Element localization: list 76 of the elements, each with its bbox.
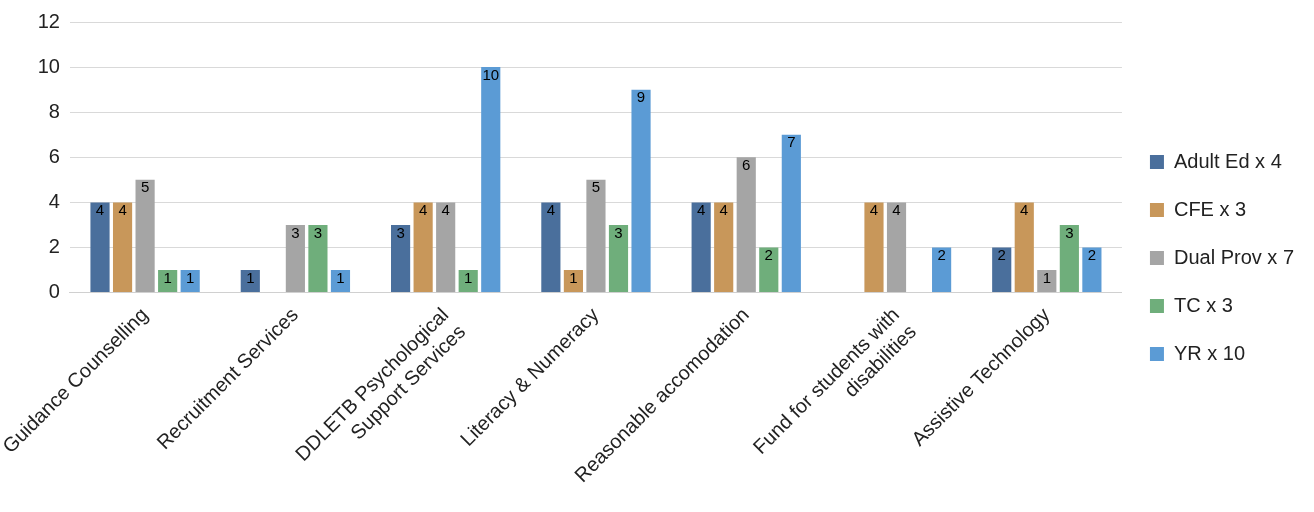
data-label: 4 [719, 201, 728, 219]
bar [886, 202, 907, 293]
legend-label: CFE x 3 [1173, 197, 1247, 220]
bar [330, 270, 351, 293]
bar [1082, 247, 1102, 293]
y-tick-label: 8 [48, 99, 60, 122]
bar [992, 247, 1012, 293]
bar [1059, 224, 1079, 293]
y-tick-label: 10 [37, 54, 60, 77]
data-label: 1 [569, 268, 578, 286]
data-label: 4 [95, 201, 105, 219]
y-tick-label: 12 [37, 9, 60, 32]
bar [308, 224, 328, 293]
data-label: 4 [546, 201, 556, 219]
data-label: 9 [636, 88, 646, 106]
bar [608, 224, 629, 293]
bar [481, 67, 501, 293]
data-label: 4 [696, 201, 706, 219]
data-label: 3 [1065, 223, 1074, 241]
bar [631, 89, 651, 293]
data-label: 3 [396, 223, 405, 241]
data-label: 4 [892, 201, 901, 219]
bar [586, 179, 606, 293]
y-tick-label: 2 [48, 235, 60, 258]
data-label: 3 [313, 223, 323, 241]
data-label: 3 [614, 223, 623, 241]
bar [180, 270, 200, 293]
bar [736, 157, 756, 293]
bar [932, 247, 952, 293]
bar [90, 202, 110, 293]
bar [563, 270, 583, 293]
bar [864, 202, 884, 293]
data-label: 1 [336, 268, 345, 286]
bar [691, 202, 711, 293]
data-label: 4 [118, 201, 127, 219]
bar [1037, 270, 1057, 293]
bar [285, 224, 305, 293]
bar [413, 202, 433, 293]
data-label: 1 [464, 268, 473, 286]
data-label: 1 [1042, 268, 1051, 286]
bar [759, 247, 779, 293]
bar [112, 202, 133, 293]
data-label: 10 [482, 65, 500, 83]
data-label: 4 [441, 201, 450, 219]
bar [135, 179, 155, 293]
data-label: 1 [246, 268, 255, 286]
bar [240, 270, 260, 293]
data-label: 2 [937, 246, 946, 264]
data-label: 4 [869, 201, 879, 219]
y-tick-label: 6 [48, 144, 60, 167]
y-tick-label: 0 [48, 280, 60, 303]
legend-label: YR x 10 [1173, 341, 1246, 364]
data-label: 4 [418, 201, 428, 219]
data-label: 3 [291, 223, 300, 241]
y-tick-label: 4 [48, 189, 60, 212]
bar [458, 270, 478, 293]
data-label: 5 [140, 178, 150, 196]
data-label: 1 [186, 268, 195, 286]
data-label: 1 [163, 268, 172, 286]
data-label: 6 [742, 155, 751, 173]
bar [541, 202, 561, 293]
data-label: 7 [787, 133, 796, 151]
data-label: 2 [997, 246, 1006, 264]
bar [436, 202, 456, 293]
legend-label: TC x 3 [1173, 293, 1233, 316]
bar [781, 134, 801, 293]
bar [158, 270, 178, 293]
legend-label: Adult Ed x 4 [1173, 149, 1282, 172]
data-label: 2 [1087, 246, 1097, 264]
data-label: 5 [591, 178, 601, 196]
bar [391, 224, 411, 293]
bar [714, 202, 734, 293]
legend-label: Dual Prov x 7 [1173, 245, 1295, 268]
bar [1014, 202, 1034, 293]
data-label: 4 [1020, 201, 1029, 219]
data-label: 2 [764, 246, 773, 264]
